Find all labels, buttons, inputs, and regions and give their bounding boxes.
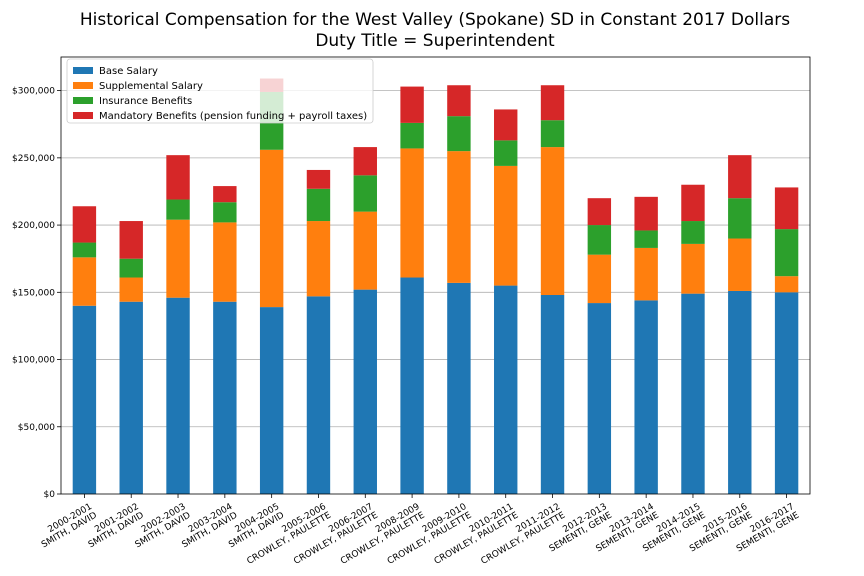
bar-2-10: [494, 165, 518, 286]
y-tick-label-3: $150,000: [12, 288, 55, 298]
bar-1-6: [306, 296, 331, 494]
bar-1-8: [400, 277, 424, 494]
bar-2-13: [634, 247, 658, 301]
legend-label-2: Supplemental Salary: [99, 81, 203, 92]
bar-1-5: [259, 307, 284, 494]
bar-3-16: [774, 229, 799, 277]
bar-2-12: [587, 254, 612, 304]
bar-4-13: [634, 196, 658, 231]
bar-3-7: [353, 175, 377, 212]
bar-2-3: [166, 219, 190, 298]
bar-1-2: [119, 301, 143, 494]
legend-swatch-2: [73, 82, 93, 89]
bar-2-6: [306, 221, 331, 297]
bar-1-11: [540, 294, 565, 494]
bar-3-4: [213, 202, 237, 223]
bar-3-11: [540, 120, 565, 148]
bar-4-14: [681, 184, 705, 222]
bar-3-15: [728, 198, 752, 239]
chart-subtitle: Duty Title = Superintendent: [315, 31, 555, 51]
bar-1-15: [728, 290, 752, 494]
bar-1-4: [213, 301, 237, 494]
bar-4-15: [728, 155, 752, 199]
legend-label-3: Insurance Benefits: [99, 96, 192, 107]
bar-1-13: [634, 300, 658, 494]
bars: [72, 78, 799, 494]
bar-4-2: [119, 221, 143, 259]
bar-3-1: [72, 242, 97, 258]
legend-label-1: Base Salary: [99, 66, 158, 77]
bar-1-1: [72, 305, 97, 494]
legend-swatch-3: [73, 97, 93, 104]
bar-2-15: [728, 238, 752, 291]
legend-swatch-1: [73, 67, 93, 74]
bar-3-9: [447, 116, 471, 152]
y-tick-label-1: $50,000: [18, 423, 55, 433]
bar-4-11: [540, 85, 565, 121]
y-tick-label-2: $100,000: [12, 356, 55, 366]
bar-3-2: [119, 258, 143, 278]
bar-4-1: [72, 206, 97, 243]
y-tick-label-0: $0: [44, 490, 56, 500]
plot-frame: [60, 56, 811, 495]
bar-1-9: [447, 282, 471, 494]
legend-label-4: Mandatory Benefits (pension funding + pa…: [99, 111, 367, 122]
bar-3-12: [587, 225, 612, 255]
bar-3-8: [400, 122, 424, 149]
bar-2-1: [72, 257, 97, 306]
bar-2-4: [213, 222, 237, 302]
bar-2-14: [681, 243, 705, 294]
bar-4-12: [587, 198, 612, 226]
bar-1-10: [494, 285, 518, 494]
legend-swatch-4: [73, 112, 93, 119]
bar-2-9: [447, 151, 471, 283]
y-tick-label-5: $250,000: [12, 154, 55, 164]
bar-1-3: [166, 297, 190, 494]
bar-3-10: [494, 140, 518, 166]
bar-4-6: [306, 169, 331, 189]
bar-3-13: [634, 230, 658, 248]
bar-2-11: [540, 147, 565, 295]
bar-1-16: [774, 292, 799, 494]
bar-4-10: [494, 109, 518, 141]
bar-2-7: [353, 211, 377, 290]
bar-4-4: [213, 186, 237, 203]
bar-2-2: [119, 277, 143, 302]
bar-3-6: [306, 188, 331, 222]
bar-4-8: [400, 86, 424, 123]
bar-4-3: [166, 155, 190, 200]
legend-box: [66, 58, 374, 124]
bar-3-3: [166, 199, 190, 220]
bar-4-16: [774, 187, 799, 230]
bar-1-7: [353, 289, 377, 494]
y-tick-label-4: $200,000: [12, 221, 55, 231]
bar-4-7: [353, 147, 377, 176]
bar-2-16: [774, 276, 799, 293]
chart-title: Historical Compensation for the West Val…: [80, 10, 790, 30]
bar-2-8: [400, 148, 424, 278]
bar-2-5: [259, 149, 284, 308]
bar-4-9: [447, 85, 471, 117]
bar-1-14: [681, 293, 705, 494]
legend: Base Salary Supplemental Salary Insurance …: [66, 58, 374, 124]
bar-3-14: [681, 221, 705, 244]
bar-1-12: [587, 303, 612, 494]
y-tick-label-6: $300,000: [12, 87, 55, 97]
